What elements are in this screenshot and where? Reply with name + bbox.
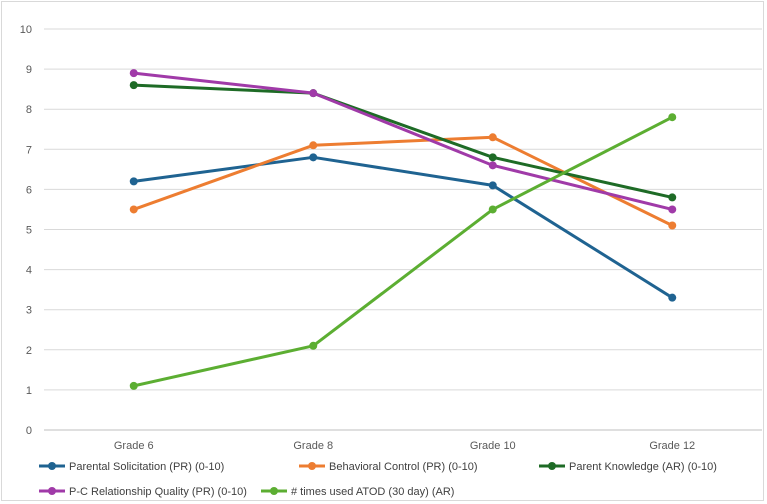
legend-marker xyxy=(548,462,556,470)
series-5 xyxy=(129,113,677,390)
y-tick-label: 5 xyxy=(26,225,32,237)
y-tick-label: 9 xyxy=(26,64,32,76)
x-tick-label: Grade 6 xyxy=(114,440,154,452)
series-2 xyxy=(129,133,677,230)
y-tick-label: 6 xyxy=(26,184,32,196)
data-point xyxy=(309,341,318,350)
series-1 xyxy=(129,153,677,302)
legend-label: Behavioral Control (PR) (0-10) xyxy=(329,461,478,473)
data-point xyxy=(668,293,677,302)
legend-marker xyxy=(48,462,56,470)
gridlines xyxy=(44,28,762,431)
data-point xyxy=(488,133,497,142)
x-tick-label: Grade 10 xyxy=(470,440,516,452)
series-4 xyxy=(129,69,677,214)
legend-marker xyxy=(308,462,316,470)
x-tick-label: Grade 12 xyxy=(649,440,695,452)
data-point xyxy=(309,89,318,98)
data-point xyxy=(309,141,318,150)
y-tick-label: 0 xyxy=(26,425,32,437)
series-line xyxy=(132,155,674,300)
x-tick-label: Grade 8 xyxy=(293,440,333,452)
legend-item: Parental Solicitation (PR) (0-10) xyxy=(39,461,224,473)
data-point xyxy=(129,177,138,186)
data-point xyxy=(668,221,677,230)
y-axis-ticks: 0 1 2 3 4 5 6 7 8 9 10 xyxy=(20,24,32,437)
series-line xyxy=(132,135,674,227)
x-axis-ticks: Grade 6 Grade 8 Grade 10 Grade 12 xyxy=(114,440,695,452)
data-point xyxy=(488,181,497,190)
series-line xyxy=(132,71,674,211)
legend-marker xyxy=(48,487,56,495)
legend-label: Parent Knowledge (AR) (0-10) xyxy=(569,461,717,473)
data-point xyxy=(129,69,138,78)
series-lines xyxy=(129,69,677,390)
data-point xyxy=(309,153,318,162)
data-point xyxy=(129,205,138,214)
y-tick-label: 3 xyxy=(26,305,32,317)
legend-item: Behavioral Control (PR) (0-10) xyxy=(299,461,478,473)
data-point xyxy=(129,381,138,390)
y-tick-label: 4 xyxy=(26,265,32,277)
data-point xyxy=(129,81,138,90)
legend-label: P-C Relationship Quality (PR) (0-10) xyxy=(69,486,247,498)
y-tick-label: 10 xyxy=(20,24,32,36)
y-tick-label: 8 xyxy=(26,104,32,116)
data-point xyxy=(488,153,497,162)
legend-label: # times used ATOD (30 day) (AR) xyxy=(291,486,454,498)
legend-label: Parental Solicitation (PR) (0-10) xyxy=(69,461,224,473)
legend: Parental Solicitation (PR) (0-10) Behavio… xyxy=(39,461,717,498)
legend-item: P-C Relationship Quality (PR) (0-10) xyxy=(39,486,247,498)
legend-item: # times used ATOD (30 day) (AR) xyxy=(261,486,454,498)
data-point xyxy=(668,113,677,122)
legend-marker xyxy=(270,487,278,495)
y-tick-label: 1 xyxy=(26,385,32,397)
series-line xyxy=(132,115,674,388)
data-point xyxy=(668,205,677,214)
y-tick-label: 2 xyxy=(26,345,32,357)
series-line xyxy=(132,83,674,199)
legend-item: Parent Knowledge (AR) (0-10) xyxy=(539,461,717,473)
y-tick-label: 7 xyxy=(26,144,32,156)
data-point xyxy=(488,205,497,214)
data-point xyxy=(668,193,677,202)
data-point xyxy=(488,161,497,170)
